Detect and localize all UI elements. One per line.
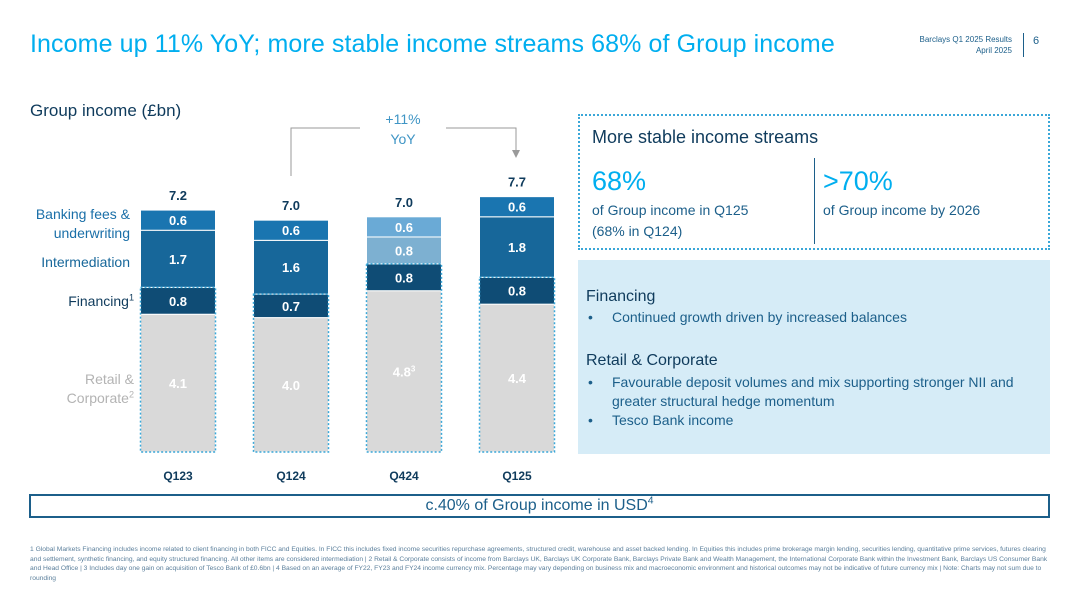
value-label-Q124-fees: 0.6 [282, 223, 300, 238]
retail-bullet-1-text: Favourable deposit volumes and mix suppo… [612, 374, 1014, 409]
page-title: Income up 11% YoY; more stable income st… [30, 30, 835, 58]
legend-retail-sup: 2 [128, 389, 134, 400]
financing-bullet-text: Continued growth driven by increased bal… [612, 309, 907, 325]
legend-financing-label: Financing [68, 293, 129, 309]
financing-heading: Financing [586, 288, 656, 305]
bar-Q123-fees [140, 209, 216, 231]
value-label-Q124-intermediation: 1.6 [282, 260, 300, 275]
total-label-Q424: 7.0 [395, 195, 413, 210]
stat-70-description: of Group income by 2026 [823, 202, 981, 218]
stable-income-title: More stable income streams [592, 127, 819, 147]
usd-banner-sup: 4 [647, 495, 654, 507]
value-label-Q125-retail: 4.4 [508, 371, 527, 386]
bar-Q124-retail [253, 317, 329, 453]
value-label-Q424-retail: 4.83 [393, 364, 416, 379]
footnote: 1 Global Markets Financing includes inco… [30, 546, 1048, 582]
value-label-Q124-retail: 4.0 [282, 378, 300, 393]
bar-Q424-retail [366, 290, 442, 453]
legend-banking-fees-line1: Banking fees & [35, 206, 130, 222]
bullet-dot: • [588, 374, 593, 390]
stat-68-percent: 68% [592, 166, 647, 196]
category-label-Q424: Q424 [389, 469, 419, 483]
bullet-dot: • [588, 309, 593, 325]
total-label-Q124: 7.0 [282, 198, 300, 213]
legend-financing-sup: 1 [128, 292, 134, 303]
group-income-chart: 4.1 0.8 1.7 0.6 7.2 Q123 4.0 0.7 1.6 0.6 7.0 Q124 4.… [139, 127, 556, 483]
value-label-Q125-fees: 0.6 [508, 200, 526, 215]
details-box [578, 260, 1050, 454]
value-label-Q123-financing: 0.8 [169, 294, 187, 309]
category-label-Q125: Q125 [502, 469, 532, 483]
page-number: 6 [1033, 35, 1040, 47]
bullet-dot: • [588, 412, 593, 428]
legend-intermediation: Intermediation [41, 254, 130, 270]
bar-Q125-financing [479, 276, 555, 305]
legend-retail: Retail & Corporate2 [10, 370, 134, 408]
value-label-Q125-financing: 0.8 [508, 284, 526, 299]
total-label-Q125: 7.7 [508, 175, 526, 190]
stable-income-box [578, 114, 1050, 250]
stat-68-line2: (68% in Q124) [592, 223, 683, 239]
legend-retail-line1: Retail & [84, 371, 134, 387]
stable-outline-Q125 [478, 276, 556, 453]
value-label-Q124-financing: 0.7 [282, 299, 300, 314]
stable-outline-Q124 [252, 293, 330, 453]
category-label-Q123: Q123 [163, 469, 193, 483]
yoy-label: YoY [390, 131, 416, 147]
usd-banner-text: c.40% of Group income in USD [425, 497, 648, 514]
value-label-Q125-intermediation: 1.8 [508, 240, 526, 255]
value-label-Q424-fees: 0.6 [395, 220, 413, 235]
bar-Q125-fees [479, 196, 555, 218]
bar-Q424-intermediation [366, 236, 442, 265]
retail-heading: Retail & Corporate [586, 352, 718, 369]
stat-divider [814, 158, 815, 244]
report-name: Barclays Q1 2025 Results [919, 35, 1013, 44]
bar-Q424-fees [366, 216, 442, 238]
category-label-Q124: Q124 [276, 469, 306, 483]
legend-banking-fees-line2: underwriting [53, 225, 130, 241]
chart-bars: 4.1 0.8 1.7 0.6 7.2 Q123 4.0 0.7 1.6 0.6 7.0 Q124 4.… [139, 175, 556, 483]
yoy-arrow-left-line [290, 127, 360, 176]
value-label-Q123-intermediation: 1.7 [169, 252, 187, 267]
stat-70-percent: >70% [823, 166, 893, 196]
legend-financing: Financing1 [10, 292, 134, 311]
report-info: Barclays Q1 2025 Results April 2025 [920, 34, 1013, 56]
stable-outline-Q123 [139, 286, 217, 453]
legend-banking-fees: Banking fees & underwriting [10, 205, 130, 243]
value-label-Q424-intermediation: 0.8 [395, 243, 413, 258]
yoy-arrow [290, 127, 520, 176]
report-date: April 2025 [975, 46, 1012, 55]
yoy-percent: +11% [385, 111, 421, 127]
bar-Q123-intermediation [140, 229, 216, 288]
stat-68-line1: of Group income in Q125 [592, 202, 749, 218]
retail-bullet-1: • Favourable deposit volumes and mix sup… [586, 373, 1046, 411]
financing-bullet: • Continued growth driven by increased b… [586, 308, 1046, 327]
legend-retail-line2: Corporate [66, 390, 129, 406]
bar-Q424-financing [366, 263, 442, 292]
value-label-Q424-financing: 0.8 [395, 270, 413, 285]
chart-title: Group income (£bn) [30, 101, 182, 120]
bar-Q124-fees [253, 219, 329, 241]
value-label-Q123-fees: 0.6 [169, 213, 187, 228]
value-label-sup: 3 [411, 364, 416, 373]
retail-bullet-2: • Tesco Bank income [586, 411, 1046, 430]
stat-68-description: of Group income in Q125 (68% in Q124) [592, 200, 807, 242]
total-label-Q123: 7.2 [169, 188, 187, 203]
header-divider [1023, 33, 1024, 57]
bar-Q124-intermediation [253, 239, 329, 295]
retail-bullet-2-text: Tesco Bank income [612, 412, 734, 428]
yoy-arrow-right-line [446, 127, 520, 158]
value-label-Q123-retail: 4.1 [169, 376, 187, 391]
stable-outline-Q424 [365, 263, 443, 453]
yoy-annotation: +11% YoY [368, 109, 438, 149]
usd-income-banner: c.40% of Group income in USD4 [29, 494, 1050, 518]
